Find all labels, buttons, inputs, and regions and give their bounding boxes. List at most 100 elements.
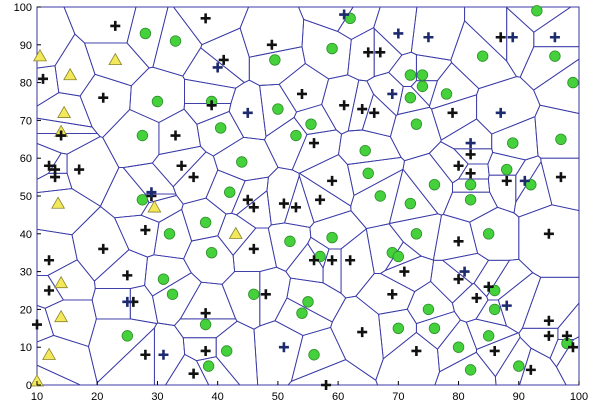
navy-cross-point [212,62,223,73]
black-cross-point [122,270,133,281]
voronoi-cell [476,76,541,135]
green-circle-point [464,178,477,191]
black-cross-point [200,308,211,319]
black-cross-point [567,342,578,353]
y-tick-label: 40 [20,229,32,241]
black-cross-point [489,345,500,356]
green-circle-point [422,303,435,316]
voronoi-cell [36,65,60,107]
x-tick-label: 70 [392,391,404,403]
green-circle-point [290,129,302,142]
black-cross-point [447,107,458,118]
black-cross-point [483,281,494,292]
green-circle-point [284,235,296,248]
green-circle-point [410,228,423,240]
y-tick-label: 10 [20,342,32,354]
voronoi-cell [153,322,186,386]
green-circle-point [501,163,513,176]
yellow-triangle-point [42,347,57,360]
black-cross-point [110,20,121,31]
black-cross-point [465,168,476,179]
black-cross-point [453,160,464,171]
voronoi-cell [253,320,304,386]
black-cross-point [278,198,289,209]
green-circle-point [440,88,453,100]
yellow-triangle-point [147,200,162,213]
black-cross-point [74,164,85,175]
green-circle-point [549,50,561,62]
x-tick-label: 10 [31,391,43,403]
y-tick-label: 70 [20,115,32,127]
x-tick-label: 80 [452,391,464,403]
yellow-triangle-point [228,226,243,239]
green-circle-point [464,194,477,206]
green-circle-point [199,216,212,229]
voronoi-cell [366,71,404,117]
green-circle-point [416,69,429,81]
black-cross-point [309,138,320,149]
green-circle-point [205,246,218,259]
navy-cross-point [122,296,133,307]
black-cross-point [44,255,55,266]
black-cross-point [411,345,422,356]
green-circle-point [428,322,441,335]
black-cross-point [327,175,338,186]
black-cross-point [387,289,398,300]
voronoi-cell [228,79,267,141]
y-axis: 0 10 20 30 40 50 60 70 80 90 100 [14,2,41,392]
voronoi-cells [36,6,580,386]
yellow-triangle-point [30,374,44,387]
green-circle-point [136,129,149,142]
voronoi-cell [297,6,354,32]
black-cross-point [266,39,277,50]
black-cross-point [453,236,464,247]
x-tick-label: 40 [212,391,224,403]
green-circle-point [482,228,495,240]
green-circle-point [488,303,501,316]
black-cross-point [32,319,42,330]
green-circle-point [224,186,236,198]
voronoi-cell [375,331,440,386]
black-cross-point [321,380,332,390]
black-cross-point [357,327,368,338]
green-circle-point [151,95,164,108]
green-circle-point [199,318,212,331]
voronoi-cell [66,136,120,207]
navy-cross-point [465,138,476,149]
navy-cross-point [519,175,530,186]
green-circle-point [452,341,465,353]
y-tick-label: 0 [26,380,32,392]
black-cross-point [327,255,338,266]
black-cross-point [44,285,55,296]
green-circle-point [121,330,134,342]
black-cross-point [140,349,151,360]
voronoi-cell [79,73,132,139]
black-cross-point [561,330,572,341]
green-circle-point [404,197,417,210]
black-cross-point [555,172,566,183]
x-tick-label: 50 [272,391,284,403]
y-tick-label: 50 [20,191,32,203]
voronoi-cell [518,327,559,359]
y-tick-label: 60 [20,153,32,165]
voronoi-cell [540,157,580,212]
black-cross-point [206,100,217,111]
black-cross-point [543,330,554,341]
green-circle-point [202,360,215,372]
green-circle-point [392,322,405,335]
black-cross-point [200,13,211,24]
y-tick-label: 20 [20,304,32,316]
x-axis: 10 20 30 40 50 60 70 80 90 100 [31,381,588,403]
green-circle-point [374,190,386,202]
green-circle-point [157,273,170,285]
green-circle-point [404,69,417,81]
green-circle-point [139,27,152,40]
voronoi-cell [179,281,237,320]
black-cross-point [465,149,476,160]
black-cross-point [369,107,380,118]
navy-cross-point [242,107,253,118]
green-circle-point [476,50,489,62]
black-cross-point [453,274,464,285]
navy-cross-point [393,28,404,39]
